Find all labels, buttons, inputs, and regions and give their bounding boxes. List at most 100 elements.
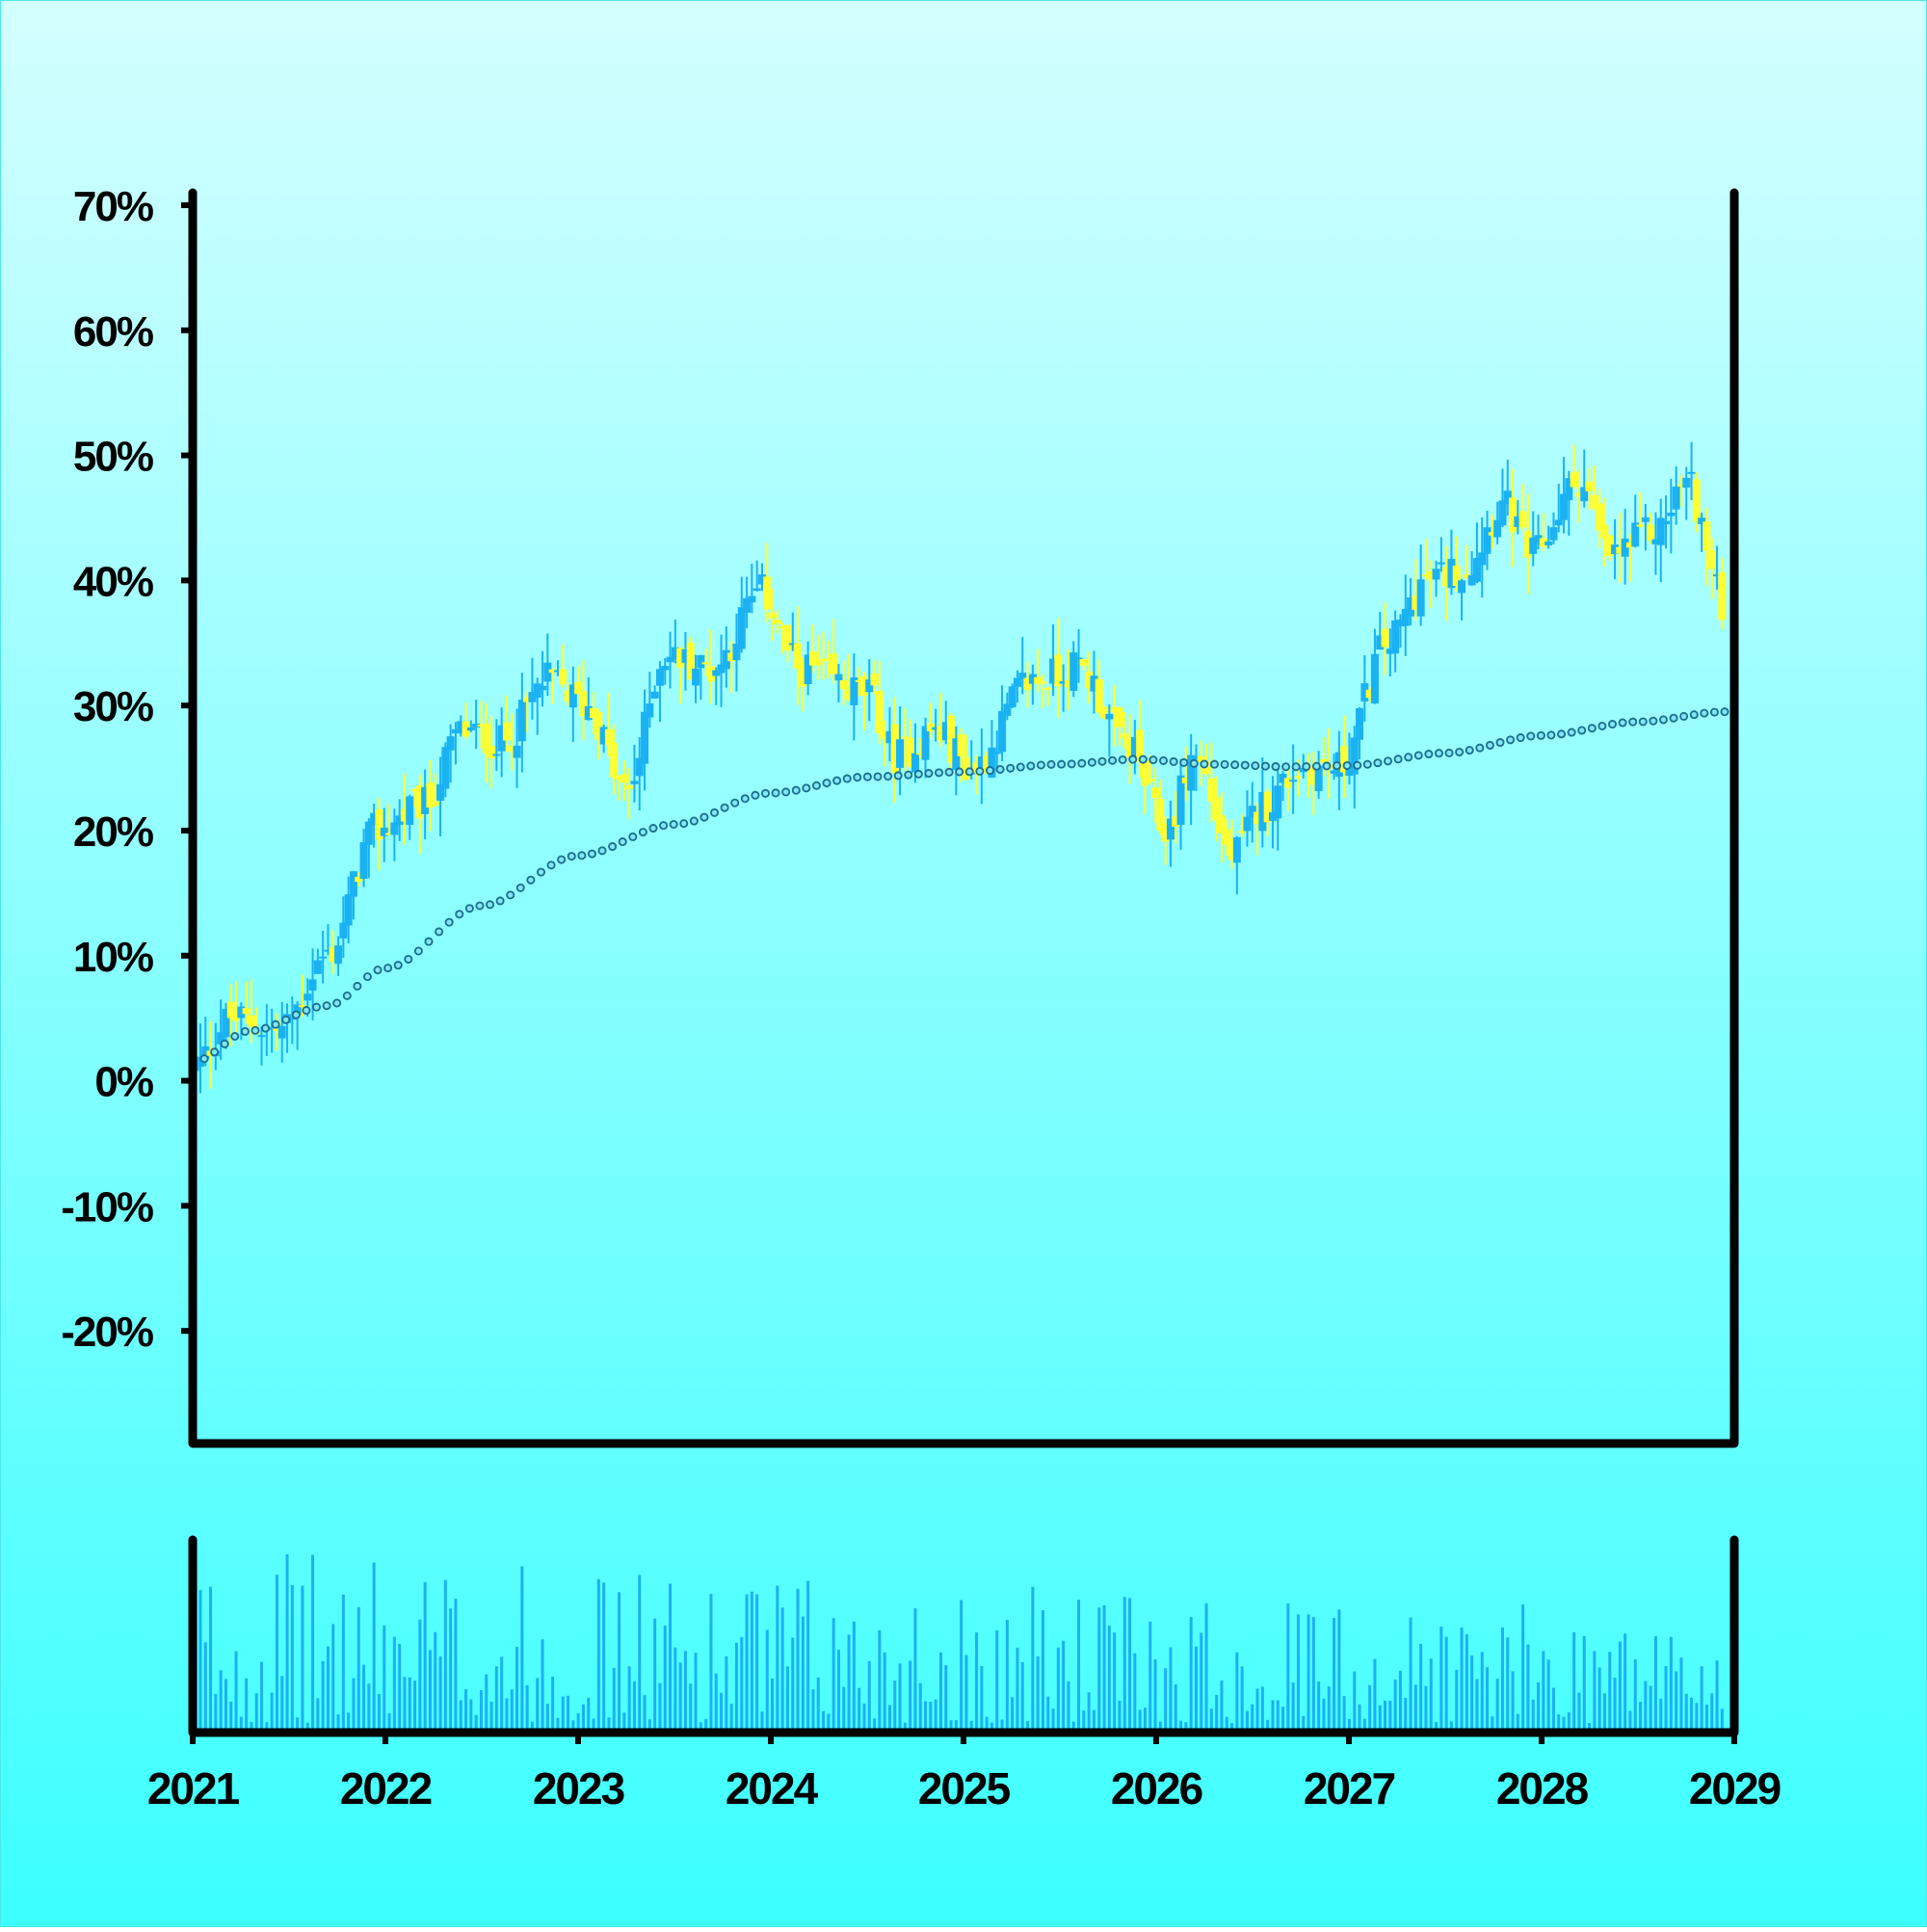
volume-bar	[1113, 1632, 1117, 1733]
candle-body	[1718, 572, 1727, 621]
trend-point	[1495, 738, 1505, 748]
volume-bar	[862, 1703, 866, 1733]
candle-body	[1141, 759, 1149, 786]
trend-point	[791, 785, 801, 795]
volume-bar	[326, 1646, 330, 1733]
candle-body	[1121, 733, 1129, 739]
candle-body	[1049, 658, 1058, 684]
volume-bar	[729, 1704, 733, 1733]
candle-body	[890, 724, 899, 774]
trend-point	[842, 774, 852, 783]
trend-point	[1557, 729, 1567, 739]
volume-bar	[699, 1722, 702, 1733]
trend-point	[710, 807, 720, 817]
candle-body	[870, 674, 879, 686]
volume-bar	[1500, 1627, 1504, 1733]
volume-bar	[1327, 1686, 1331, 1733]
y-tick-label: 40%	[73, 558, 153, 605]
trend-point	[281, 1015, 291, 1024]
volume-bar	[1567, 1711, 1571, 1733]
candle-body	[1069, 652, 1078, 691]
trend-point	[1567, 728, 1576, 737]
volume-bar	[924, 1701, 928, 1733]
candle-body	[1605, 535, 1614, 556]
volume-bar	[1082, 1710, 1086, 1733]
trend-point	[587, 849, 596, 859]
candle-body	[1309, 768, 1318, 785]
volume-bar	[780, 1607, 784, 1733]
volume-bar	[806, 1580, 810, 1733]
volume-bar	[909, 1660, 912, 1733]
candle-body	[1187, 754, 1196, 791]
volume-bar	[1669, 1636, 1673, 1733]
candle-body	[865, 679, 874, 693]
volume-bar	[347, 1712, 351, 1733]
candle-body	[732, 643, 741, 661]
volume-bar	[643, 1695, 647, 1733]
candle-body	[288, 1018, 297, 1020]
trend-point	[1353, 760, 1362, 770]
volume-bar	[938, 1652, 942, 1733]
candle-body	[488, 746, 496, 758]
candle-body	[1110, 706, 1119, 713]
trend-point	[424, 937, 434, 946]
candle-body	[1651, 539, 1660, 544]
candle-body	[1360, 683, 1369, 701]
trend-point	[700, 812, 709, 822]
volume-bar	[1005, 1620, 1009, 1733]
volume-bar	[1204, 1602, 1208, 1733]
volume-bar	[1011, 1697, 1015, 1733]
volume-bar	[352, 1678, 356, 1733]
volume-bar	[1128, 1598, 1132, 1733]
trend-point	[1700, 708, 1709, 718]
trend-point	[251, 1025, 260, 1035]
candle-body	[763, 576, 772, 610]
volume-bar	[1225, 1716, 1228, 1733]
trend-point	[822, 779, 832, 788]
candle-body	[783, 624, 792, 651]
volume-bar	[1317, 1681, 1321, 1733]
trend-point	[1679, 711, 1689, 721]
volume-bar	[873, 1718, 877, 1733]
y-tick-label: 70%	[73, 183, 153, 230]
volume-bar	[459, 1700, 462, 1733]
volume-bar	[964, 1654, 968, 1733]
candle-body	[610, 742, 619, 778]
candle-body	[400, 808, 409, 822]
trend-point	[802, 783, 811, 793]
candle-body	[349, 871, 357, 897]
candle-body	[1432, 569, 1440, 580]
volume-bar	[1276, 1700, 1280, 1733]
trend-point	[935, 768, 944, 778]
candle-body	[748, 595, 756, 603]
candle-body	[804, 654, 812, 684]
volume-bar	[1281, 1707, 1285, 1733]
volume-bar	[1602, 1693, 1606, 1733]
trend-point	[1587, 724, 1597, 733]
candle-body	[896, 739, 905, 768]
volume-bar	[1056, 1647, 1060, 1733]
trend-point	[526, 875, 536, 885]
candle-body	[1356, 707, 1364, 740]
trend-point	[1046, 759, 1056, 769]
volume-bar	[494, 1666, 498, 1733]
candle-body	[482, 723, 490, 754]
candle-body	[1151, 787, 1160, 799]
trend-point	[261, 1023, 271, 1033]
candle-body	[1136, 729, 1145, 762]
trend-point	[904, 770, 913, 780]
candle-body	[712, 670, 721, 676]
trend-point	[1118, 754, 1127, 764]
candle-body	[329, 946, 337, 963]
candle-body	[834, 674, 843, 681]
candle-body	[1008, 686, 1016, 707]
candle-body	[1467, 574, 1476, 586]
candle-body	[477, 724, 486, 727]
volume-bar	[638, 1575, 642, 1733]
trend-point	[435, 927, 444, 937]
trend-point	[383, 964, 393, 973]
candle-body	[1350, 737, 1359, 775]
candle-body	[385, 833, 394, 835]
y-tick-label: 50%	[73, 434, 153, 481]
